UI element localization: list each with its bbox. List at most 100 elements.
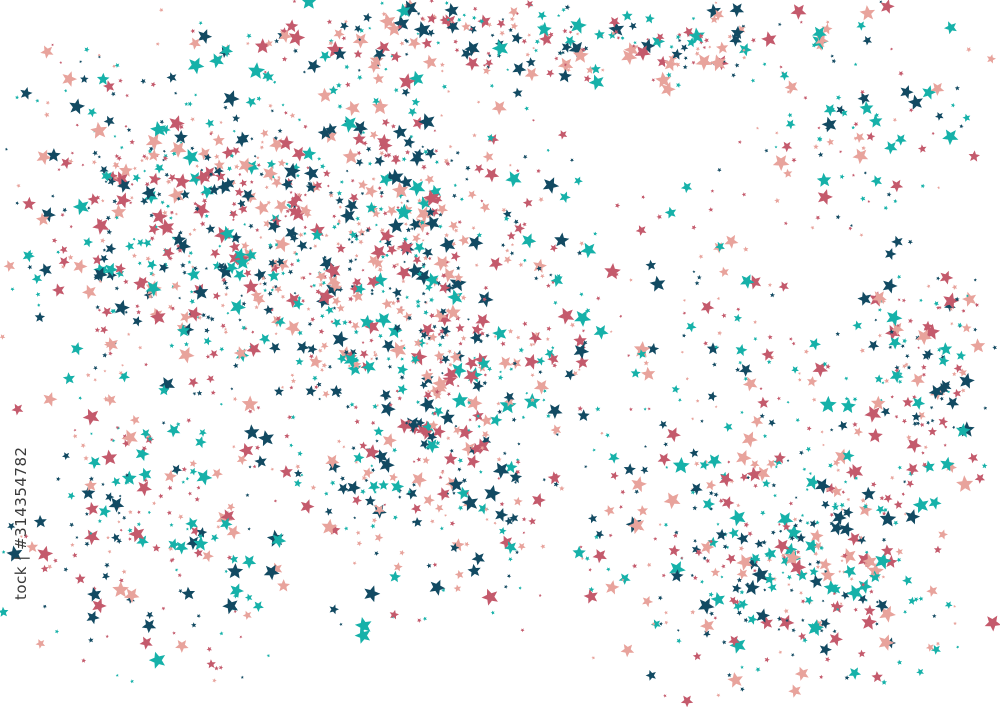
star-confetti [101, 307, 113, 318]
star-confetti [73, 259, 88, 274]
star-confetti [432, 406, 444, 418]
star-confetti [749, 553, 761, 565]
star-confetti [336, 303, 345, 312]
star-confetti [800, 599, 806, 604]
star-confetti [699, 459, 710, 471]
star-confetti [193, 548, 203, 558]
star-confetti [291, 146, 307, 162]
star-confetti [270, 288, 275, 292]
star-confetti [413, 253, 419, 259]
star-confetti [486, 64, 491, 70]
star-confetti [67, 492, 76, 500]
star-confetti [542, 177, 560, 194]
star-confetti [906, 437, 922, 453]
star-confetti [453, 39, 459, 45]
star-confetti [544, 349, 555, 359]
star-confetti [663, 694, 667, 698]
star-confetti [271, 265, 275, 270]
star-confetti [929, 405, 934, 410]
star-confetti [774, 465, 778, 469]
star-confetti [348, 230, 357, 239]
star-confetti [201, 312, 206, 318]
star-confetti [577, 409, 590, 421]
star-confetti [309, 284, 313, 289]
star-confetti [525, 57, 536, 67]
star-confetti [806, 426, 812, 431]
star-confetti [957, 322, 963, 328]
star-confetti [490, 83, 495, 89]
star-confetti [750, 37, 756, 43]
star-confetti [428, 332, 438, 342]
star-confetti [484, 167, 500, 183]
star-confetti [286, 196, 300, 209]
star-confetti [307, 59, 321, 74]
star-confetti [595, 406, 601, 412]
star-confetti [400, 357, 404, 361]
star-confetti [474, 164, 485, 174]
star-confetti [793, 523, 798, 528]
star-confetti [792, 517, 798, 522]
star-confetti [568, 41, 585, 58]
star-confetti [838, 570, 842, 574]
star-confetti [408, 70, 424, 87]
star-confetti [487, 133, 495, 142]
star-confetti [641, 195, 646, 200]
star-confetti [108, 351, 113, 356]
star-confetti [70, 542, 75, 547]
star-confetti [421, 238, 425, 242]
star-confetti [522, 222, 527, 227]
star-confetti [353, 49, 363, 58]
star-confetti [202, 550, 214, 563]
star-confetti [736, 25, 746, 35]
star-confetti [174, 173, 191, 190]
star-confetti [908, 471, 914, 477]
star-confetti [640, 466, 649, 475]
star-confetti [345, 404, 350, 409]
star-confetti [676, 638, 682, 644]
star-confetti [951, 102, 956, 108]
star-confetti [145, 281, 162, 297]
star-confetti [448, 221, 459, 231]
star-confetti [415, 417, 426, 428]
star-confetti [348, 193, 359, 203]
star-confetti [438, 475, 443, 480]
star-confetti [921, 451, 925, 455]
star-confetti [968, 150, 980, 162]
star-confetti [901, 492, 906, 497]
star-confetti [455, 323, 465, 333]
star-confetti [896, 274, 902, 280]
star-confetti [241, 395, 259, 412]
star-confetti [917, 411, 926, 420]
star-confetti [135, 304, 140, 309]
star-confetti [98, 505, 112, 518]
star-confetti [680, 350, 684, 354]
star-confetti [405, 487, 418, 500]
star-confetti [114, 62, 120, 68]
star-confetti [415, 303, 421, 309]
star-confetti [564, 369, 576, 381]
star-confetti [903, 610, 908, 614]
star-confetti [290, 373, 295, 378]
star-confetti [580, 242, 597, 259]
star-confetti [161, 606, 166, 611]
star-confetti [439, 309, 446, 315]
star-confetti [57, 168, 61, 172]
star-confetti [364, 585, 381, 603]
star-confetti [676, 82, 682, 88]
star-confetti [876, 600, 880, 604]
star-confetti [229, 210, 239, 219]
star-confetti [847, 464, 864, 480]
star-confetti [946, 397, 960, 410]
star-confetti [515, 459, 521, 465]
star-confetti [569, 158, 574, 163]
star-confetti [402, 271, 406, 275]
star-confetti [201, 192, 204, 196]
star-confetti [36, 303, 41, 307]
star-confetti [763, 588, 767, 592]
star-confetti [389, 570, 401, 583]
star-confetti [707, 454, 722, 469]
star-confetti [525, 391, 529, 395]
star-confetti [579, 241, 585, 247]
star-confetti [169, 558, 174, 563]
star-confetti [421, 145, 425, 149]
